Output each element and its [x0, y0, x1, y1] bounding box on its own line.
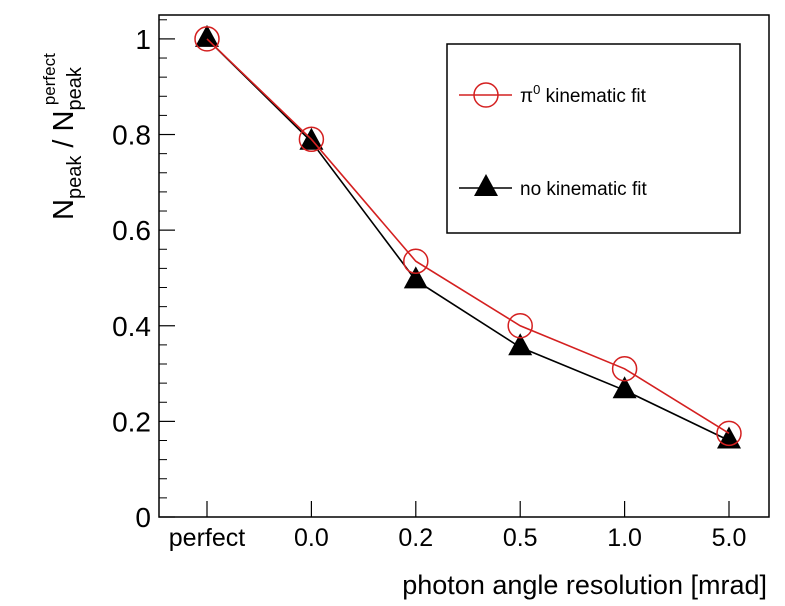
data-point-circle: [194, 26, 220, 52]
series-0: [194, 26, 742, 447]
data-point-circle: [403, 248, 429, 274]
x-tick-label: 0.5: [503, 524, 538, 552]
legend-pi-symbol: π: [520, 86, 533, 107]
x-tick-label: 0.2: [398, 524, 433, 552]
series-line: [206, 38, 730, 442]
plot-frame: [158, 14, 770, 518]
legend-label-no-fit: no kinematic fit: [520, 179, 647, 200]
data-point-triangle: [612, 376, 637, 399]
y-tick-label: 0.2: [112, 406, 151, 437]
y-axis-ticks: 0 0.2 0.4 0.6 0.8 1: [112, 19, 175, 533]
series-layer: [194, 24, 742, 449]
x-axis-label: photon angle resolution [mrad]: [402, 570, 767, 600]
x-tick-label: 0.0: [294, 524, 329, 552]
y-tick-label: 0: [135, 502, 151, 533]
legend-pi-rest: kinematic fit: [540, 86, 646, 107]
x-tick-label: perfect: [169, 524, 245, 552]
y-axis-label: Npeak / Npeak perfect: [40, 53, 86, 220]
legend-entry-no-fit: no kinematic fit: [459, 174, 647, 200]
svg-text:Npeak / Npeakperfect: Npeak / Npeak perfect: [40, 53, 86, 220]
y-label-sub1: peak: [64, 155, 86, 199]
legend-pi-superscript: 0: [533, 82, 540, 97]
legend: π0 kinematic fit no kinematic fit: [446, 43, 741, 234]
legend-marker-open-circle: [473, 82, 499, 108]
series-line: [206, 38, 730, 435]
y-tick-label: 0.8: [112, 120, 151, 151]
data-point-triangle: [508, 333, 533, 356]
legend-entry-pi0-fit: π0 kinematic fit: [459, 82, 647, 108]
y-tick-label: 1: [135, 24, 151, 55]
y-tick-label: 0.6: [112, 215, 151, 246]
y-label-sub2: peak: [64, 66, 86, 110]
data-point-circle: [716, 420, 742, 447]
data-point-circle: [611, 356, 638, 382]
legend-marker-filled-triangle: [474, 174, 498, 196]
data-point-triangle: [403, 266, 428, 289]
x-tick-label: 1.0: [607, 524, 642, 552]
y-label-sep: / N: [48, 111, 80, 156]
y-tick-label: 0.4: [112, 311, 151, 342]
y-label-sup2: perfect: [40, 53, 59, 105]
y-label-main: N: [48, 199, 80, 220]
x-axis-ticks: perfect 0.0 0.2 0.5 1.0 5.0: [169, 501, 747, 552]
data-point-circle: [507, 313, 533, 339]
legend-box: [446, 43, 741, 234]
data-point-circle: [298, 126, 325, 153]
x-tick-label: 5.0: [712, 524, 747, 552]
legend-label-pi0: π0 kinematic fit: [520, 82, 647, 107]
data-point-triangle: [195, 24, 219, 47]
